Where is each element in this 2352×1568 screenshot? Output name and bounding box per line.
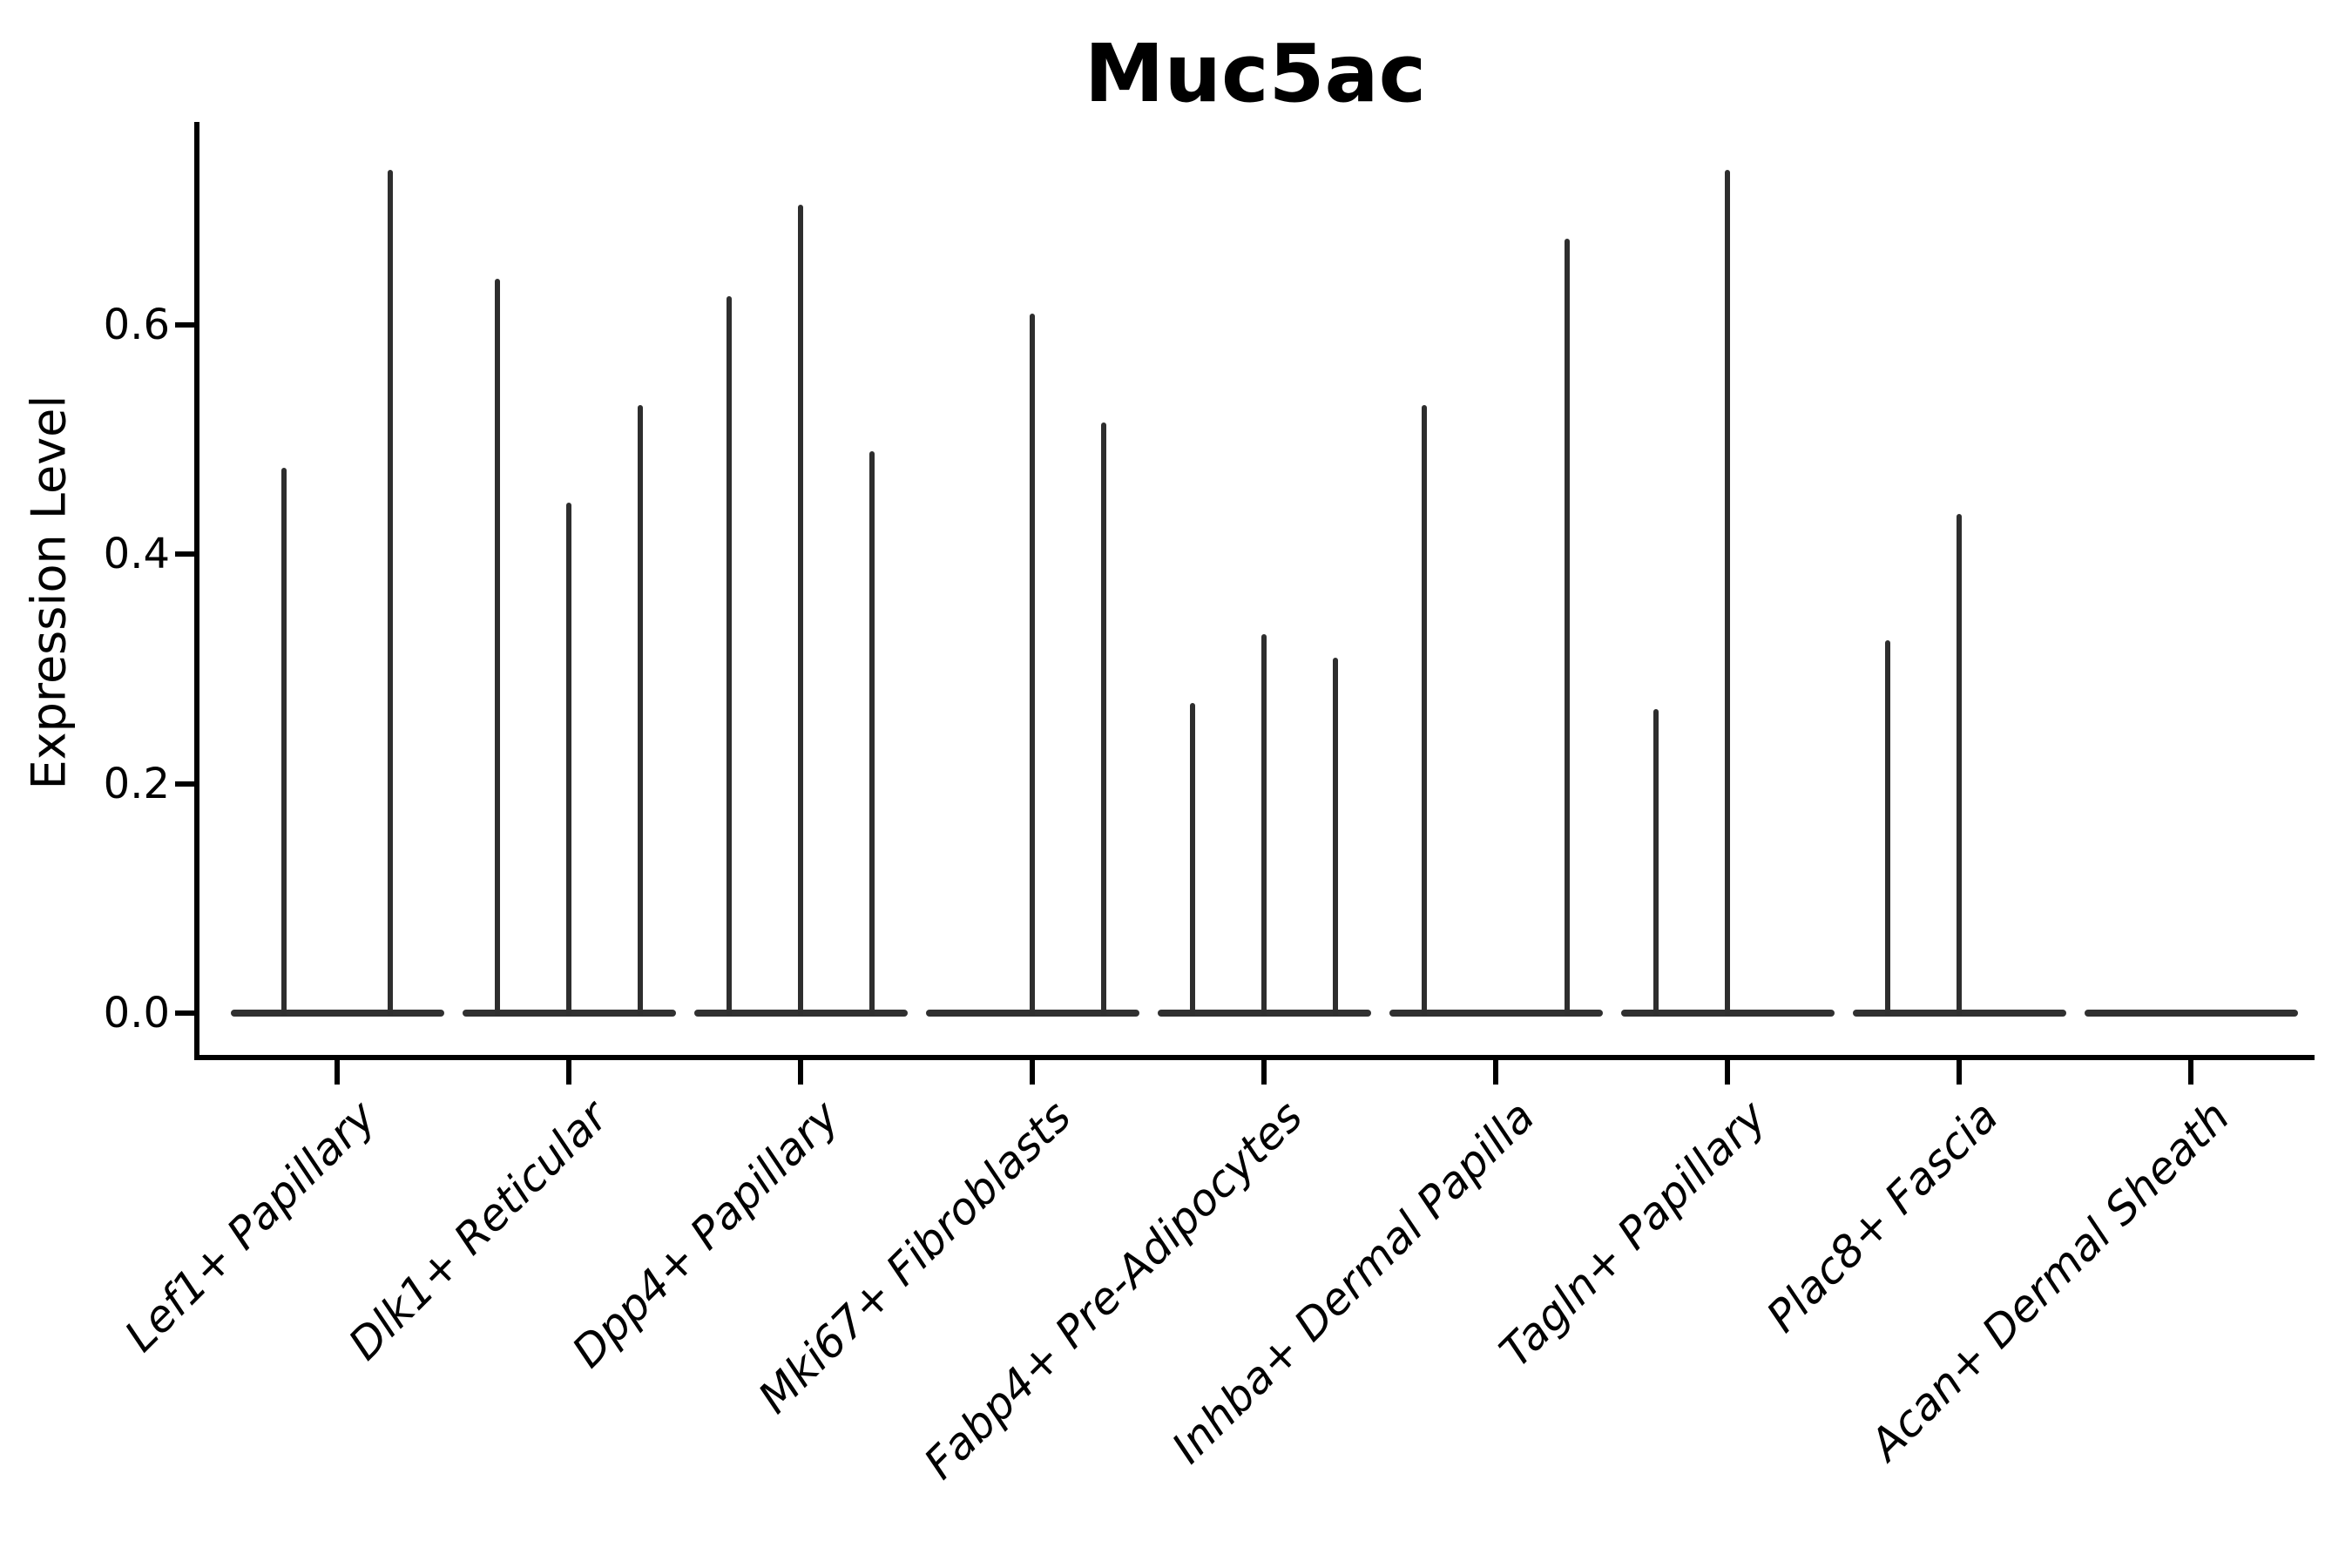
violin-spike (1261, 634, 1267, 1016)
y-tick-label: 0.0 (103, 989, 170, 1037)
y-tick-mark (175, 551, 194, 558)
violin-baseline (2084, 1010, 2298, 1017)
x-tick-mark (1957, 1060, 1962, 1085)
violin-spike (566, 502, 571, 1016)
x-tick-mark (1261, 1060, 1267, 1085)
violin-spike (798, 204, 803, 1016)
x-tick-mark (798, 1060, 803, 1085)
violin-spike (1653, 708, 1659, 1016)
violin-spike (1565, 239, 1570, 1016)
violin-spike (638, 404, 643, 1016)
violin-spike (1101, 422, 1106, 1016)
x-tick-mark (1030, 1060, 1035, 1085)
x-tick-mark (335, 1060, 340, 1085)
y-axis-spine (194, 122, 199, 1060)
y-tick-label: 0.6 (103, 300, 170, 349)
violin-spike (1725, 170, 1730, 1016)
y-tick-mark (175, 781, 194, 787)
violin-spike (727, 295, 732, 1016)
x-axis-spine (194, 1055, 2315, 1060)
x-tick-mark (566, 1060, 571, 1085)
category-label: Plac8+ Fascia (1756, 1091, 2008, 1342)
violin-spike (281, 468, 287, 1016)
violin-spike (1422, 404, 1427, 1016)
violin-spike (1030, 313, 1035, 1016)
y-tick-mark (175, 1010, 194, 1016)
category-label: Dlk1+ Reticular (338, 1091, 618, 1370)
x-tick-mark (2188, 1060, 2193, 1085)
violin-spike (1957, 514, 1962, 1016)
violin-spike (1190, 703, 1195, 1016)
violin-baseline (1389, 1010, 1603, 1017)
violin-spike (1333, 657, 1338, 1016)
y-tick-label: 0.2 (103, 759, 170, 808)
violin-baseline (230, 1010, 444, 1017)
violin-spike (495, 279, 500, 1016)
y-axis-label: Expression Level (21, 395, 77, 790)
y-tick-label: 0.4 (103, 530, 170, 579)
violin-spike (388, 170, 393, 1016)
x-tick-mark (1725, 1060, 1730, 1085)
violin-spike (869, 450, 875, 1016)
x-tick-mark (1493, 1060, 1498, 1085)
category-label: Lef1+ Papillary (115, 1091, 386, 1362)
plot-title: Muc5ac (1084, 27, 1427, 120)
category-label: Fabp4+ Pre-Adipocytes (915, 1091, 1313, 1490)
y-tick-mark (175, 321, 194, 328)
violin-spike (1885, 639, 1890, 1016)
